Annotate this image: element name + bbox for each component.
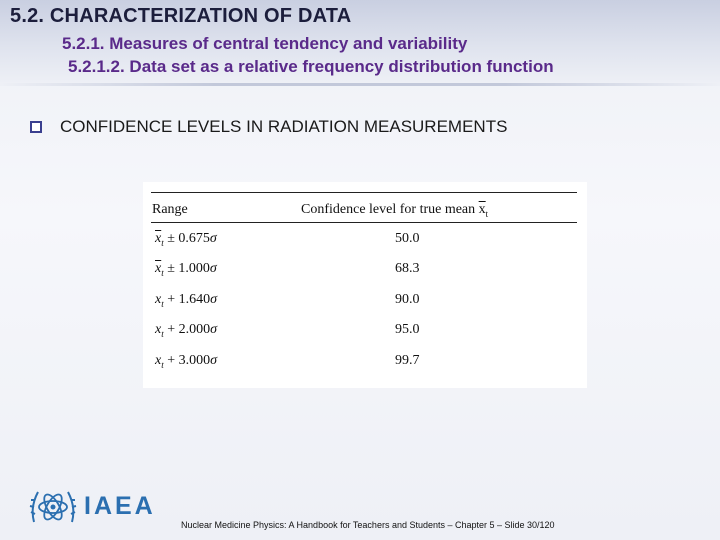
checkbox-icon bbox=[30, 121, 42, 133]
mean-subscript: t bbox=[485, 208, 489, 219]
range-cell: xt + 3.000σ bbox=[155, 353, 218, 370]
range-cell: xt + 2.000σ bbox=[155, 322, 218, 339]
confidence-value: 95.0 bbox=[395, 322, 420, 337]
confidence-value: 50.0 bbox=[395, 231, 420, 246]
column-header-confidence: Confidence level for true mean xt bbox=[301, 202, 488, 219]
iaea-logo: IAEA bbox=[28, 482, 158, 532]
confidence-value: 99.7 bbox=[395, 353, 420, 368]
column-header-range: Range bbox=[152, 202, 188, 217]
confidence-table: Range Confidence level for true mean xt … bbox=[143, 182, 587, 388]
section-subtitle: 5.2.1. Measures of central tendency and … bbox=[62, 34, 468, 53]
table-row: xt + 3.000σ 99.7 bbox=[143, 353, 587, 373]
slide-footer: Nuclear Medicine Physics: A Handbook for… bbox=[181, 520, 555, 530]
table-row: xt + 2.000σ 95.0 bbox=[143, 322, 587, 342]
column-header-confidence-label: Confidence level for true mean bbox=[301, 202, 476, 217]
range-cell: xt ± 0.675σ bbox=[155, 231, 217, 248]
range-cell: xt ± 1.000σ bbox=[155, 261, 217, 278]
bullet-text: CONFIDENCE LEVELS IN RADIATION MEASUREME… bbox=[60, 117, 508, 136]
iaea-wordmark: IAEA bbox=[84, 492, 156, 520]
confidence-value: 90.0 bbox=[395, 292, 420, 307]
slide-title: 5.2. CHARACTERIZATION OF DATA bbox=[10, 5, 352, 27]
table-row: xt ± 1.000σ 68.3 bbox=[143, 261, 587, 281]
header-band bbox=[0, 0, 720, 84]
atom-emblem-icon bbox=[29, 491, 77, 523]
table-header-rule bbox=[151, 222, 577, 223]
table-top-rule bbox=[151, 192, 577, 193]
header-divider bbox=[0, 83, 720, 86]
mean-symbol: x bbox=[478, 202, 486, 217]
range-cell: xt + 1.640σ bbox=[155, 292, 218, 309]
subsection-subtitle: 5.2.1.2. Data set as a relative frequenc… bbox=[68, 57, 554, 76]
table-row: xt ± 0.675σ 50.0 bbox=[143, 231, 587, 251]
confidence-value: 68.3 bbox=[395, 261, 420, 276]
table-row: xt + 1.640σ 90.0 bbox=[143, 292, 587, 312]
bullet-item: CONFIDENCE LEVELS IN RADIATION MEASUREME… bbox=[30, 116, 507, 138]
